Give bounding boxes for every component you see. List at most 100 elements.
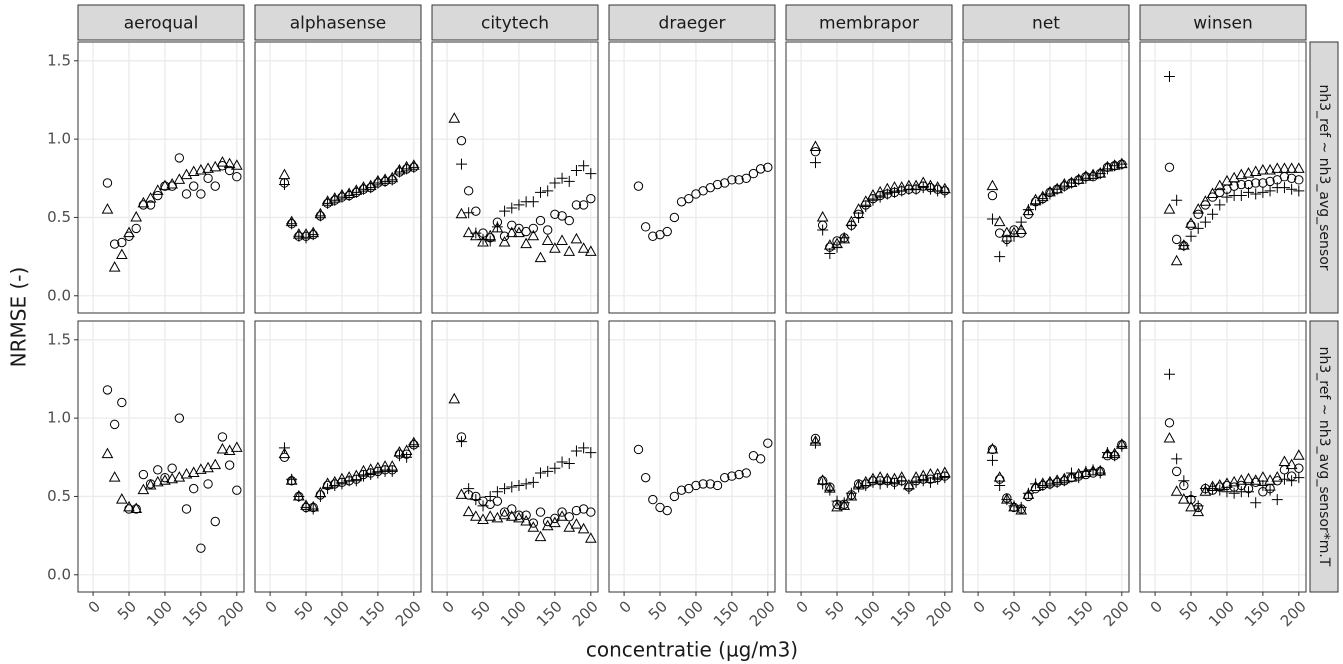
point (550, 209, 560, 220)
column-strip-label: alphasense (290, 14, 387, 34)
point (506, 481, 518, 493)
point (556, 456, 568, 468)
point (386, 174, 398, 186)
point (513, 199, 525, 211)
point (1293, 472, 1305, 484)
point (527, 476, 539, 488)
panel-border (962, 320, 1130, 593)
panel-background (78, 321, 244, 592)
point (1199, 216, 1211, 228)
point (131, 504, 141, 514)
panel-background (255, 42, 421, 313)
point (1286, 183, 1298, 195)
point (195, 163, 207, 175)
point (491, 221, 503, 233)
point (571, 200, 582, 210)
point (499, 205, 511, 217)
point (1044, 478, 1056, 490)
point (491, 486, 503, 498)
point (117, 237, 127, 248)
point (314, 210, 326, 222)
point (144, 192, 157, 203)
point (932, 473, 944, 485)
point (1163, 203, 1176, 214)
x-tick-label: 100 (851, 597, 884, 630)
point (1015, 501, 1027, 513)
point (633, 181, 644, 191)
point (727, 175, 737, 185)
y-tick-label: 0.5 (47, 208, 71, 226)
point (662, 505, 672, 516)
point (1109, 450, 1121, 462)
point (1066, 467, 1078, 479)
point (278, 447, 291, 459)
point (160, 472, 170, 483)
point (1271, 494, 1283, 506)
y-tick-label: 1.0 (47, 409, 71, 427)
point (1257, 479, 1269, 491)
point (1170, 254, 1183, 266)
y-tick-label: 0.0 (47, 565, 71, 583)
point (1228, 487, 1240, 499)
point (109, 419, 120, 430)
row-strip-label: nh3_ref ~ nh3_avg_sensor*m.T (1316, 347, 1332, 567)
x-tick-label: 200 (1100, 597, 1133, 630)
x-tick-label: 0 (793, 597, 812, 616)
point (196, 543, 206, 553)
point (1001, 235, 1013, 247)
point (1285, 162, 1298, 173)
point (513, 226, 525, 238)
point (293, 230, 305, 242)
point (924, 476, 936, 488)
point (477, 235, 489, 247)
point (570, 164, 582, 176)
panel-border (1139, 41, 1307, 314)
point (1278, 162, 1291, 173)
point (564, 215, 574, 226)
point (648, 494, 658, 505)
point (401, 163, 413, 175)
point (1192, 203, 1205, 214)
point (1192, 505, 1205, 517)
point (809, 437, 821, 449)
point (910, 476, 922, 488)
point (881, 188, 893, 200)
panel-marks (101, 153, 243, 272)
point (860, 200, 872, 212)
point (1207, 483, 1219, 495)
point (469, 510, 482, 521)
point (350, 186, 362, 198)
panel-border (254, 41, 422, 314)
point (542, 465, 554, 477)
point (1073, 472, 1085, 484)
row-strip (1309, 41, 1339, 314)
point (986, 213, 998, 225)
point (556, 234, 568, 245)
point (698, 479, 708, 489)
x-tick-label: 200 (392, 597, 425, 630)
point (463, 483, 475, 495)
point (166, 472, 178, 484)
point (498, 508, 511, 520)
point (470, 227, 482, 239)
point (824, 247, 836, 259)
point (571, 505, 582, 516)
point (640, 222, 651, 232)
point (1206, 187, 1219, 198)
point (336, 191, 348, 203)
point (1214, 484, 1226, 496)
point (705, 479, 716, 489)
point (889, 478, 901, 490)
point (845, 489, 858, 501)
point (570, 232, 583, 244)
point (1264, 484, 1276, 496)
x-tick-label: 100 (143, 597, 176, 630)
point (455, 207, 468, 219)
point (469, 229, 482, 241)
x-tick-label: 150 (179, 597, 212, 630)
point (1037, 479, 1049, 491)
point (210, 516, 220, 527)
point (477, 500, 489, 512)
point (874, 478, 886, 490)
panel-border (785, 41, 953, 314)
